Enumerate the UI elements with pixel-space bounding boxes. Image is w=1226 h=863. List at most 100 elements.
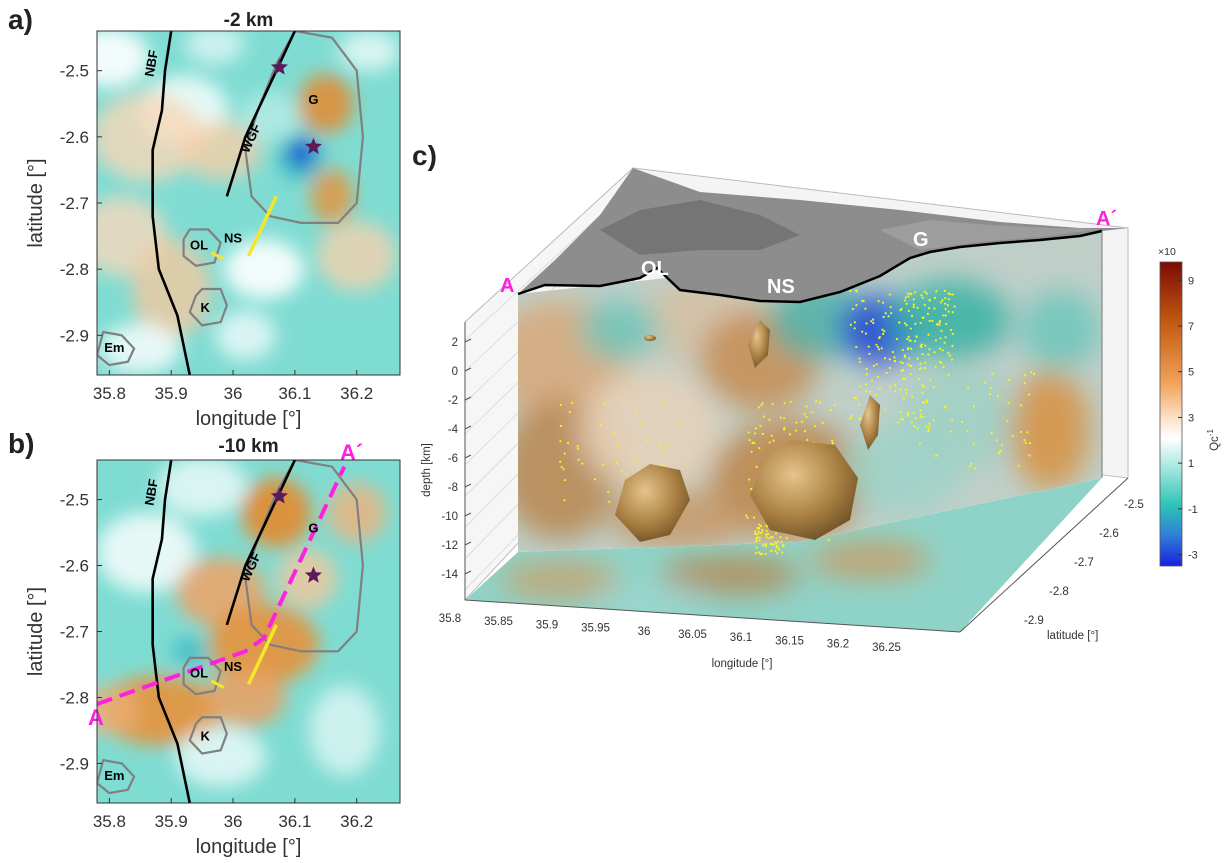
- earthquake-dot: [758, 536, 761, 539]
- earthquake-dot: [581, 462, 584, 465]
- y-tick-label: -2.5: [60, 62, 89, 81]
- panel-letter-c: c): [412, 140, 437, 171]
- earthquake-dot: [817, 512, 820, 515]
- earthquake-dot: [901, 361, 905, 365]
- em-label: Em: [104, 768, 124, 783]
- x-tick-label: 35.9: [155, 384, 188, 403]
- earthquake-dot: [928, 422, 931, 425]
- earthquake-dot: [944, 405, 948, 408]
- earthquake-dot: [922, 400, 925, 404]
- earthquake-dot: [944, 308, 947, 311]
- earthquake-dot: [789, 400, 792, 403]
- earthquake-dot: [947, 292, 950, 295]
- earthquake-dot: [603, 402, 606, 405]
- earthquake-dot: [661, 463, 664, 466]
- earthquake-dot: [951, 293, 954, 296]
- field-anomaly: [223, 239, 304, 300]
- earthquake-dot: [765, 529, 768, 532]
- colorbar: [1159, 261, 1183, 567]
- profile-start-label: A: [88, 705, 104, 730]
- earthquake-dot: [910, 293, 913, 296]
- earthquake-dot: [770, 550, 773, 553]
- earthquake-dot: [934, 366, 937, 369]
- earthquake-dot: [783, 417, 786, 420]
- earthquake-dot: [809, 475, 812, 478]
- qc-anomaly: [900, 370, 1020, 470]
- earthquake-dot: [967, 387, 970, 390]
- earthquake-dot: [888, 293, 891, 296]
- grid-line: [464, 357, 634, 528]
- earthquake-dot: [779, 416, 782, 419]
- cross-section: [518, 231, 1102, 552]
- earthquake-dot: [938, 323, 941, 326]
- earthquake-dot: [946, 304, 950, 307]
- earthquake-dot: [760, 404, 763, 407]
- earthquake-dot: [762, 415, 765, 418]
- x-tick-label: 36.1: [278, 384, 311, 403]
- earthquake-dot: [766, 533, 770, 536]
- earthquake-dot: [773, 487, 777, 490]
- earthquake-dot: [925, 401, 929, 404]
- earthquake-dot: [1024, 374, 1027, 377]
- earthquake-dot: [795, 512, 799, 515]
- earthquake-dot: [881, 332, 885, 336]
- earthquake-dot: [927, 307, 931, 310]
- earthquake-dot: [792, 504, 795, 507]
- earthquake-dot: [772, 482, 775, 486]
- x-axis-label: longitude [°]: [712, 658, 773, 670]
- earthquake-dot: [659, 445, 662, 448]
- earthquake-dot: [914, 417, 917, 420]
- qc-anomaly: [1010, 370, 1090, 490]
- earthquake-dot: [907, 309, 910, 313]
- earthquake-dot: [863, 424, 867, 427]
- isosurface: [615, 464, 690, 542]
- earthquake-dot: [799, 495, 802, 498]
- field-anomaly: [97, 512, 197, 593]
- earthquake-dot: [559, 440, 562, 443]
- ol-outline: [182, 656, 222, 696]
- earthquake-dot: [811, 508, 814, 511]
- earthquake-dot: [800, 518, 803, 521]
- earthquake-dot: [853, 396, 856, 399]
- earthquake-dot: [891, 350, 894, 354]
- ol-label: OL: [190, 666, 208, 681]
- earthquake-dot: [900, 307, 903, 311]
- earthquake-dot: [646, 439, 649, 442]
- z-tick: [464, 483, 472, 488]
- earthquake-dot: [748, 439, 751, 442]
- field-anomaly: [97, 31, 150, 88]
- earthquake-dot: [938, 321, 941, 324]
- earthquake-dot: [907, 412, 910, 415]
- volcano-star-icon: [304, 566, 322, 583]
- earthquake-dot: [927, 428, 930, 431]
- earthquake-dot: [562, 468, 565, 471]
- qc-anomaly: [518, 400, 620, 540]
- earthquake-dot: [875, 363, 878, 366]
- earthquake-dot: [831, 441, 834, 445]
- earthquake-dot: [876, 345, 879, 349]
- colorbar-tick-label: 7: [1188, 321, 1194, 333]
- earthquake-dot: [883, 330, 886, 333]
- earthquake-dot: [875, 394, 878, 397]
- earthquake-dot: [754, 485, 757, 488]
- earthquake-dot: [921, 416, 925, 419]
- earthquake-dot: [768, 418, 771, 421]
- earthquake-dot: [900, 369, 903, 372]
- qc-anomaly: [640, 280, 760, 360]
- qc-anomaly: [580, 300, 660, 360]
- earthquake-dot: [890, 312, 893, 315]
- field-anomaly: [309, 168, 354, 225]
- earthquake-dot: [901, 348, 904, 352]
- earthquake-dot: [909, 339, 912, 342]
- earthquake-dot: [922, 316, 925, 320]
- earthquake-dot: [935, 454, 938, 457]
- qc-anomaly: [610, 490, 750, 550]
- earthquake-dot: [934, 454, 938, 458]
- colorbar-tick-label: -1: [1188, 504, 1198, 516]
- grid-line: [464, 299, 634, 466]
- field-anomaly: [289, 140, 314, 167]
- earthquake-dot: [640, 496, 643, 499]
- earthquake-dot: [1024, 441, 1027, 444]
- earthquake-dot: [921, 352, 924, 356]
- earthquake-dot: [783, 426, 786, 430]
